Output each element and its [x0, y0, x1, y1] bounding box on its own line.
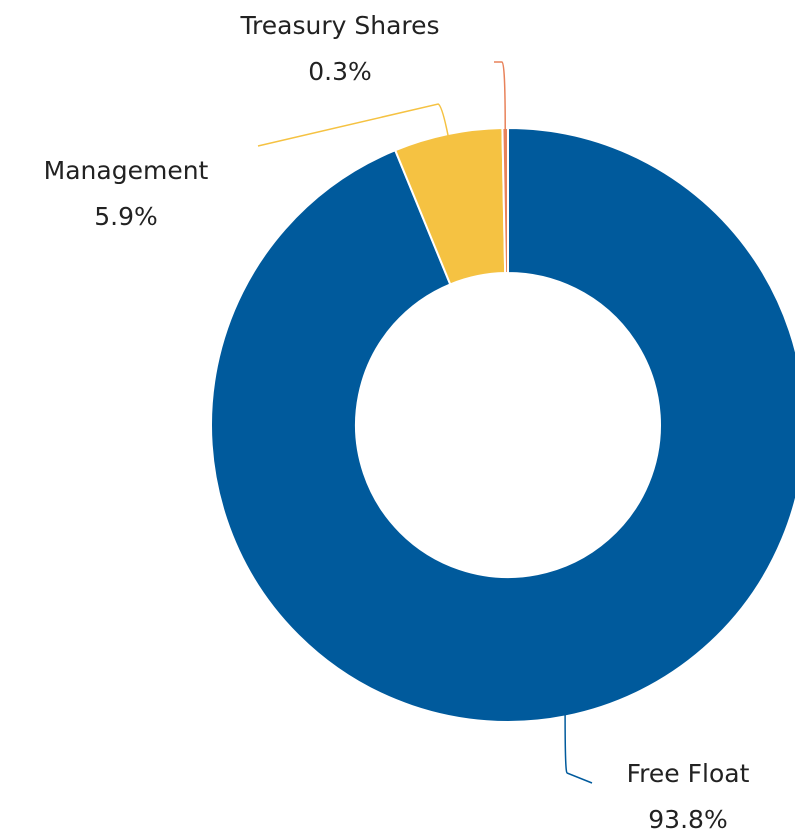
slice-value-label: 93.8% [648, 805, 727, 834]
slice-value-label: 5.9% [94, 202, 158, 231]
donut-slice [210, 126, 795, 723]
slice-label: Management [44, 156, 209, 185]
slice-value-label: 0.3% [308, 57, 372, 86]
leader-line [564, 714, 593, 784]
slice-label: Treasury Shares [239, 11, 439, 40]
leader-line [257, 103, 449, 147]
donut-slice [501, 126, 509, 275]
leader-line [494, 61, 506, 131]
slice-label: Free Float [627, 759, 750, 788]
